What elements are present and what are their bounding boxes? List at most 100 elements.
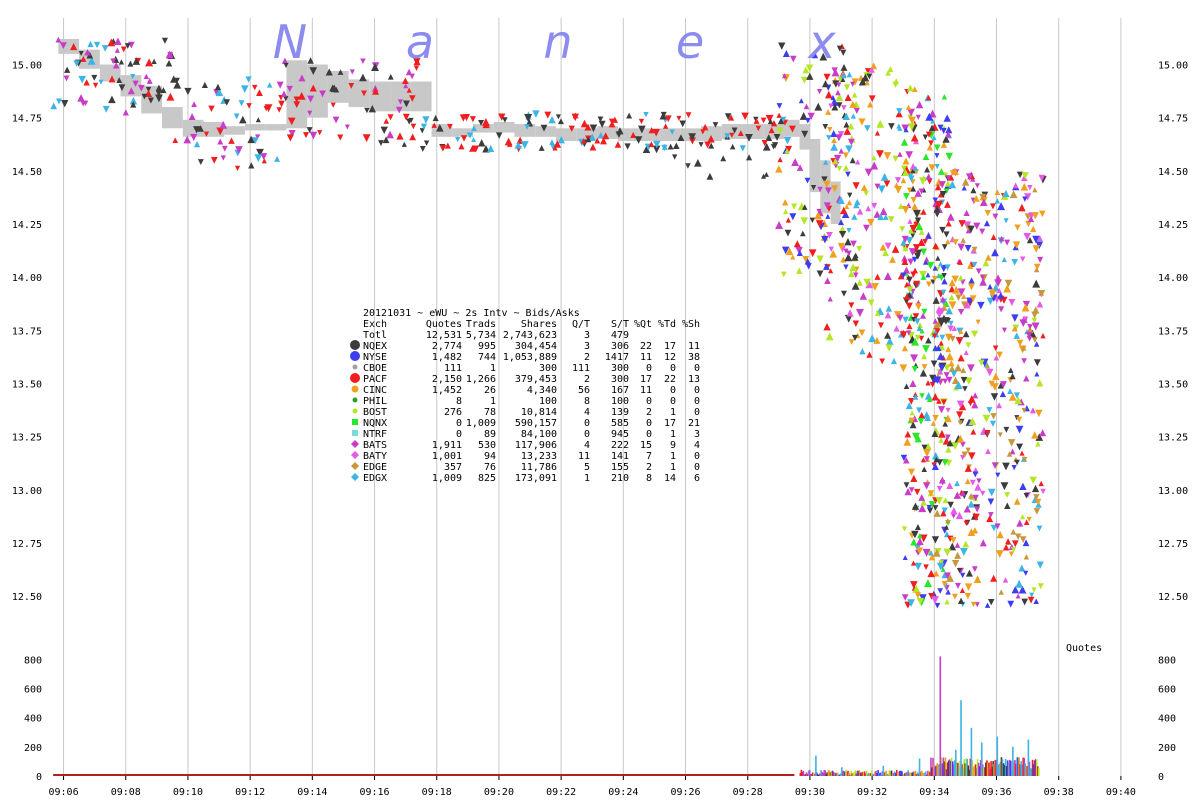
volume-bar [990,761,992,776]
ask-marker [419,128,425,134]
legend-header-cell: %Td [658,319,676,330]
legend-cell: BATY [363,451,387,462]
volume-bar [824,770,827,776]
ask-marker [1036,525,1043,532]
bid-marker [793,240,801,248]
bid-marker [580,138,587,144]
bid-marker [973,575,982,584]
legend-cell: PHIL [363,396,387,407]
volume-bar [851,773,853,776]
volume-bar [831,770,834,776]
ask-marker [943,231,950,238]
volume-bar [967,765,970,776]
bid-marker [941,94,948,100]
legend-header-cell: Q/T [572,319,590,330]
ask-marker [931,275,938,282]
bid-marker [830,130,838,138]
nbbo-band-segment [327,70,349,103]
bid-marker [478,139,486,147]
volume-bar [1018,757,1020,776]
bid-marker [368,104,376,113]
ask-marker [905,302,913,310]
volume-bar [883,772,886,776]
bid-marker [937,368,944,375]
legend-cell: 7 [646,451,652,462]
ask-marker [951,560,960,568]
ask-marker [920,248,928,256]
bid-marker [112,62,120,69]
bid-marker [155,84,163,91]
legend-cell: 12 [664,352,676,363]
ask-marker [959,548,968,556]
bid-marker [874,310,881,316]
ask-marker [957,243,965,252]
bid-marker [893,182,900,188]
legend-cell: 1,266 [466,374,496,385]
volume-bar [937,764,940,776]
volume-tick-label-right: 600 [1158,684,1176,695]
legend-cell: 89 [484,429,496,440]
volume-bar [913,771,916,776]
y-tick-label-right: 14.50 [1158,167,1188,178]
bid-marker [954,480,960,487]
ask-marker [845,145,853,153]
bid-marker [1013,332,1021,339]
legend-cell: 111 [444,363,462,374]
volume-bar [928,771,930,776]
bid-marker [948,285,956,293]
bid-marker [948,542,957,551]
chart-title: 20121031 ~ eWU ~ 2s Intv ~ Bids/Asks [363,308,580,319]
volume-bar [922,773,925,776]
bid-marker [940,141,948,148]
legend-swatch [352,397,358,403]
volume-bar [862,771,865,776]
ask-marker [309,67,318,75]
legend-cell: 357 [444,462,462,473]
ask-marker [1021,598,1029,606]
ask-marker [823,180,831,188]
bid-marker [372,87,380,95]
bid-marker [916,537,924,546]
ask-marker [348,82,355,89]
bid-marker [849,100,857,108]
legend-cell: NQNX [363,418,387,429]
volume-bar [973,765,976,776]
bid-marker [859,292,868,300]
bid-marker [873,210,881,218]
ask-marker [410,123,417,130]
ask-marker [900,272,907,279]
legend-cell: PACF [363,374,387,385]
ask-marker [276,81,284,89]
ask-marker [972,471,979,478]
bid-marker [911,202,919,210]
ask-marker [1032,337,1038,343]
ask-marker [986,297,995,305]
volume-bar [943,761,946,776]
ask-marker [944,434,951,441]
bid-marker [1020,174,1028,182]
bid-marker [193,140,201,148]
ask-marker [867,299,875,307]
ask-marker [56,98,62,105]
volume-bar [834,773,837,776]
bid-marker [444,142,451,149]
y-tick-label-left: 13.00 [12,486,42,497]
bid-marker [1012,182,1019,189]
volume-bar [829,772,832,776]
bid-marker [950,507,958,515]
bid-marker [914,435,922,443]
volume-bar [864,773,867,776]
ask-marker [1022,300,1031,309]
bid-marker [928,124,936,132]
ask-marker [307,95,315,103]
ask-marker [1021,408,1027,414]
volume-bar [915,774,918,776]
volume-bar [814,773,816,776]
bid-marker [1007,388,1013,395]
volume-bar [854,770,857,776]
ask-marker [1007,600,1015,608]
ask-marker [841,105,847,111]
volume-bar [823,769,825,776]
legend-header-cell: Trads [466,319,496,330]
ask-marker [790,55,797,63]
